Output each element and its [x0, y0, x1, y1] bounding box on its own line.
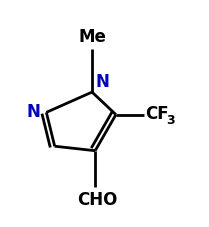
Text: CF: CF	[145, 104, 169, 123]
Text: CHO: CHO	[77, 191, 117, 209]
Text: N: N	[95, 73, 109, 91]
Text: 3: 3	[166, 114, 174, 127]
Text: Me: Me	[78, 28, 106, 46]
Text: N: N	[26, 103, 40, 121]
